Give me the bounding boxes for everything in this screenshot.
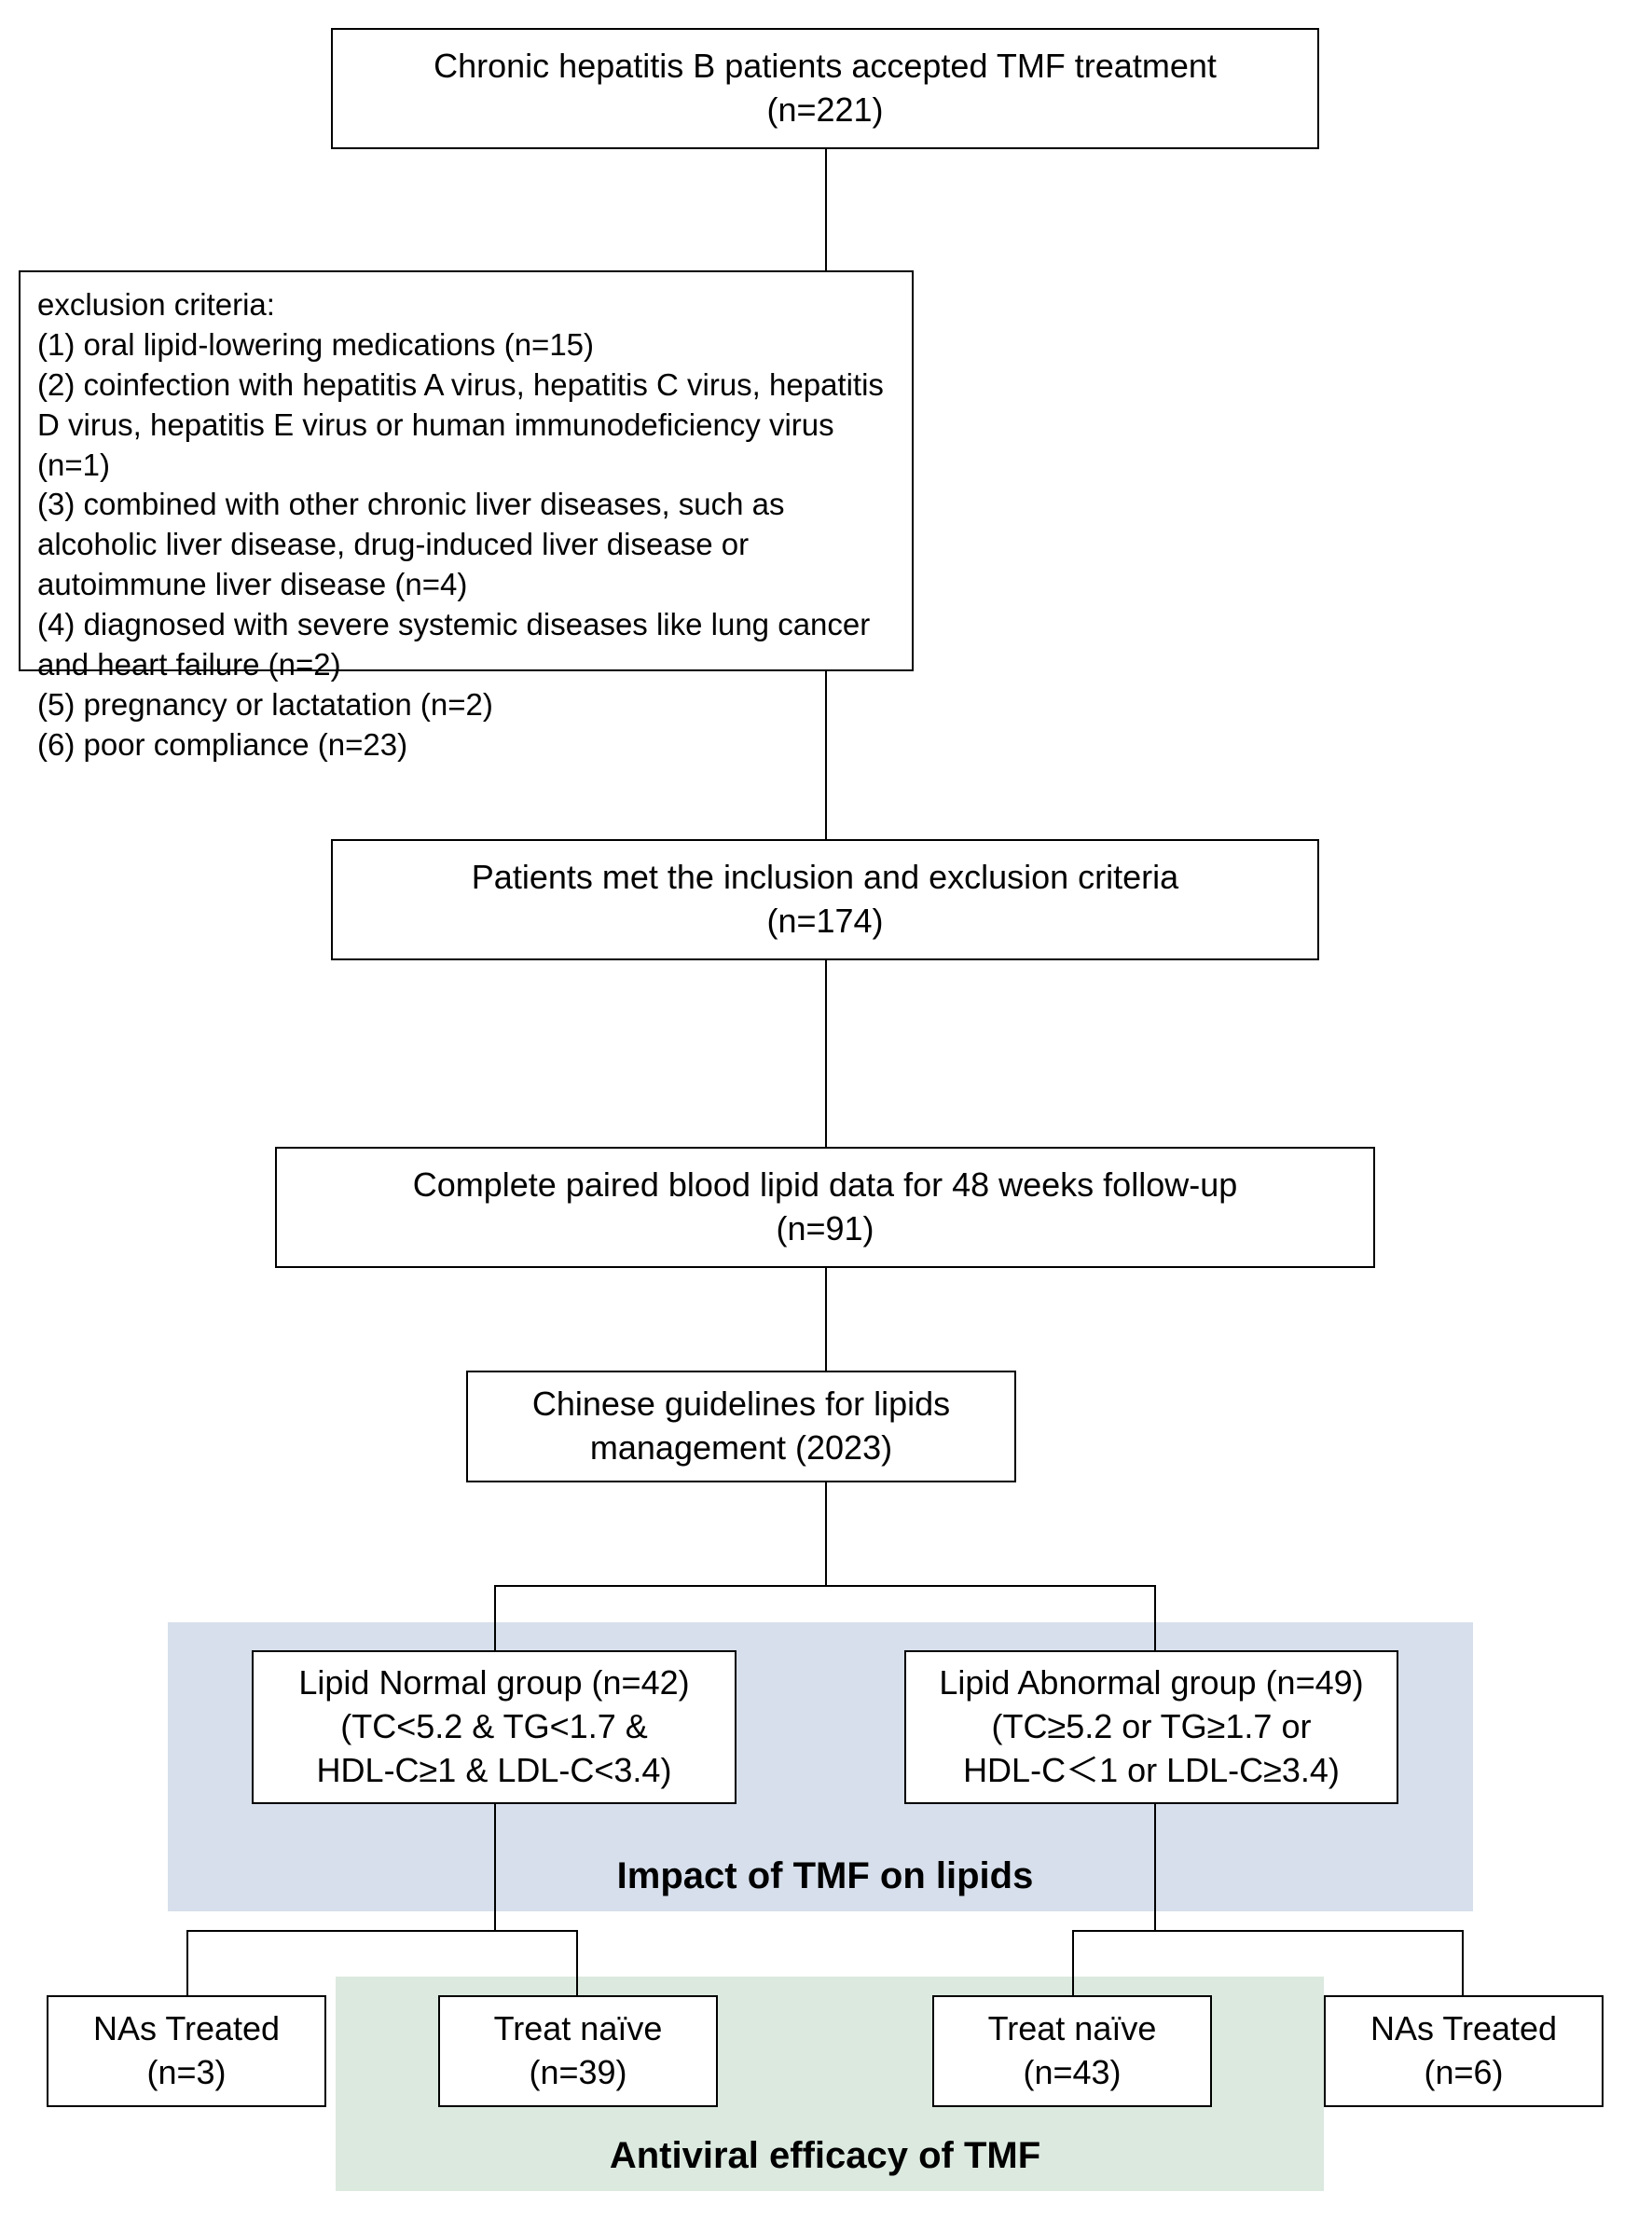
connector-line bbox=[576, 1930, 578, 1995]
tn-left-line2: (n=39) bbox=[529, 2051, 626, 2095]
node-top-line1: Chronic hepatitis B patients accepted TM… bbox=[434, 45, 1217, 89]
node-inclusion-line2: (n=174) bbox=[766, 900, 883, 944]
lipid-normal-line1: Lipid Normal group (n=42) bbox=[298, 1661, 689, 1705]
connector-line bbox=[1154, 1585, 1156, 1650]
connector-line bbox=[186, 1930, 188, 1995]
node-treat-naive-right: Treat naïve (n=43) bbox=[932, 1995, 1212, 2107]
exclusion-item: (4) diagnosed with severe systemic disea… bbox=[37, 605, 895, 685]
exclusion-item: (1) oral lipid-lowering medications (n=1… bbox=[37, 325, 594, 365]
lipid-abnormal-line1: Lipid Abnormal group (n=49) bbox=[939, 1661, 1363, 1705]
nas-right-line2: (n=6) bbox=[1424, 2051, 1503, 2095]
exclusion-item: (5) pregnancy or lactatation (n=2) bbox=[37, 685, 493, 725]
exclusion-item: (6) poor compliance (n=23) bbox=[37, 725, 407, 765]
connector-line bbox=[494, 1585, 1156, 1587]
exclusion-item: (3) combined with other chronic liver di… bbox=[37, 485, 895, 605]
tn-right-line2: (n=43) bbox=[1023, 2051, 1121, 2095]
connector-line bbox=[1072, 1930, 1464, 1932]
lipid-abnormal-line3: HDL-C＜1 or LDL-C≥3.4) bbox=[963, 1749, 1340, 1793]
tn-right-line1: Treat naïve bbox=[988, 2007, 1157, 2051]
node-nas-treated-left: NAs Treated (n=3) bbox=[47, 1995, 326, 2107]
connector-line bbox=[1462, 1930, 1464, 1995]
connector-line bbox=[186, 1930, 578, 1932]
node-top-line2: (n=221) bbox=[766, 89, 883, 132]
nas-right-line1: NAs Treated bbox=[1370, 2007, 1557, 2051]
node-inclusion-line1: Patients met the inclusion and exclusion… bbox=[472, 856, 1178, 900]
tn-left-line1: Treat naïve bbox=[494, 2007, 663, 2051]
lipid-abnormal-line2: (TC≥5.2 or TG≥1.7 or bbox=[992, 1705, 1312, 1749]
nas-left-line1: NAs Treated bbox=[93, 2007, 280, 2051]
exclusion-item: (2) coinfection with hepatitis A virus, … bbox=[37, 365, 895, 486]
label-antiviral-efficacy: Antiviral efficacy of TMF bbox=[461, 2135, 1189, 2177]
connector-line bbox=[1072, 1930, 1074, 1995]
node-lipid-normal: Lipid Normal group (n=42) (TC<5.2 & TG<1… bbox=[252, 1650, 737, 1804]
lipid-normal-line3: HDL-C≥1 & LDL-C<3.4) bbox=[317, 1749, 672, 1793]
label-impact-lipids: Impact of TMF on lipids bbox=[461, 1855, 1189, 1897]
connector-line bbox=[825, 1268, 827, 1371]
node-paired: Complete paired blood lipid data for 48 … bbox=[275, 1147, 1375, 1268]
node-guidelines-line2: management (2023) bbox=[590, 1426, 892, 1470]
node-top: Chronic hepatitis B patients accepted TM… bbox=[331, 28, 1319, 149]
node-inclusion: Patients met the inclusion and exclusion… bbox=[331, 839, 1319, 960]
node-exclusion: exclusion criteria: (1) oral lipid-lower… bbox=[19, 270, 914, 671]
node-paired-line2: (n=91) bbox=[776, 1207, 874, 1251]
node-lipid-abnormal: Lipid Abnormal group (n=49) (TC≥5.2 or T… bbox=[904, 1650, 1398, 1804]
connector-line bbox=[825, 1482, 827, 1585]
exclusion-title: exclusion criteria: bbox=[37, 285, 275, 325]
node-guidelines-line1: Chinese guidelines for lipids bbox=[532, 1383, 950, 1426]
nas-left-line2: (n=3) bbox=[146, 2051, 226, 2095]
node-treat-naive-left: Treat naïve (n=39) bbox=[438, 1995, 718, 2107]
node-nas-treated-right: NAs Treated (n=6) bbox=[1324, 1995, 1604, 2107]
lipid-normal-line2: (TC<5.2 & TG<1.7 & bbox=[340, 1705, 647, 1749]
node-guidelines: Chinese guidelines for lipids management… bbox=[466, 1371, 1016, 1482]
node-paired-line1: Complete paired blood lipid data for 48 … bbox=[413, 1164, 1238, 1207]
connector-line bbox=[494, 1585, 496, 1650]
connector-line bbox=[825, 960, 827, 1147]
